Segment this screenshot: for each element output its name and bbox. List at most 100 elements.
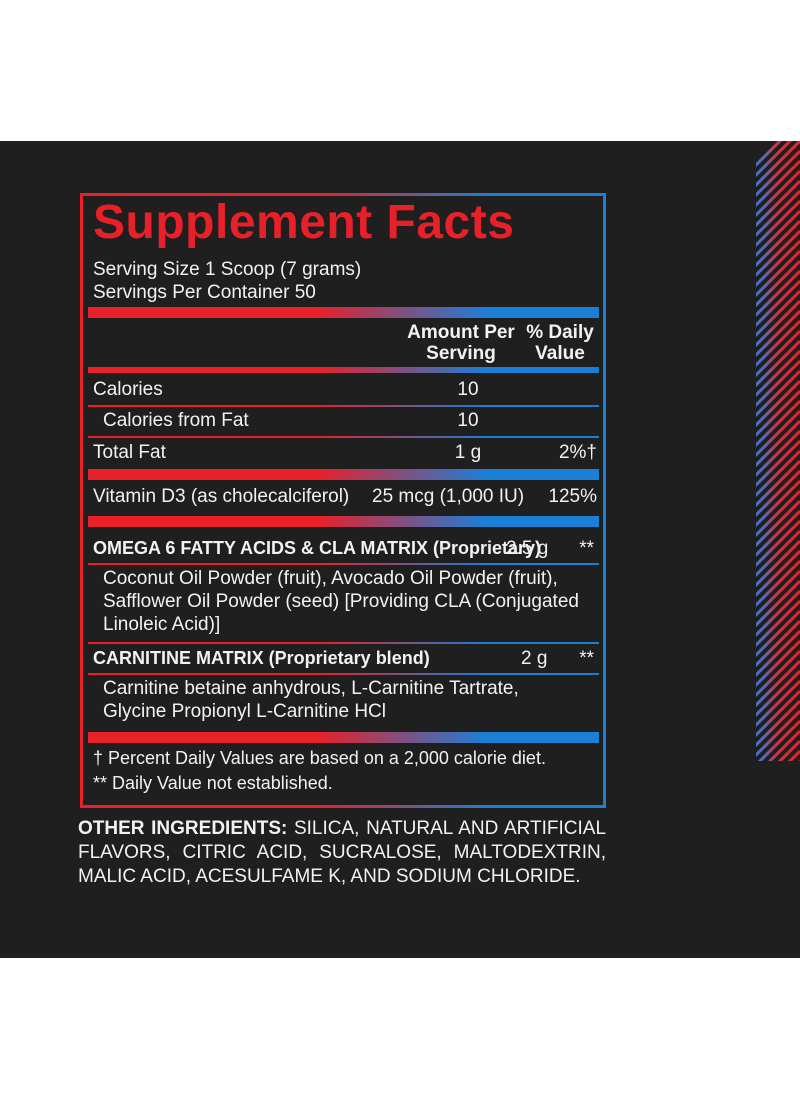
- dv-header-line2: Value: [535, 343, 585, 364]
- decorative-stripes: [740, 141, 800, 891]
- dv-header-line1: % Daily: [526, 322, 594, 343]
- stripe-line: [756, 259, 800, 308]
- vitamin-d3-label: Vitamin D3 (as cholecalciferol): [93, 486, 350, 507]
- stripe-line: [756, 229, 800, 278]
- stripe-line: [756, 141, 783, 168]
- stripe-line: [756, 539, 800, 588]
- stripe-line: [756, 429, 800, 478]
- stripe-line: [756, 141, 800, 188]
- stripe-line: [740, 771, 800, 831]
- calories-from-fat-amount: 10: [457, 410, 479, 431]
- carnitine-matrix-label: CARNITINE MATRIX (Proprietary blend): [93, 648, 430, 668]
- thick-divider: [88, 469, 599, 480]
- stripe-line: [756, 609, 800, 658]
- stripe-line: [756, 499, 800, 548]
- other-ingredients: OTHER INGREDIENTS: SILICA, NATURAL AND A…: [78, 817, 606, 889]
- calories-from-fat-label: Calories from Fat: [103, 410, 249, 431]
- stripe-line: [756, 549, 800, 598]
- stripe-line: [756, 569, 800, 618]
- stripe-line: [797, 759, 800, 761]
- stripe-line: [756, 669, 800, 718]
- stripe-line: [756, 239, 800, 288]
- row-divider: [88, 405, 599, 407]
- stripe-line: [756, 279, 800, 328]
- stripe-line: [756, 189, 800, 238]
- thick-divider: [88, 516, 599, 527]
- stripe-line: [756, 579, 800, 628]
- stripe-line: [756, 559, 800, 608]
- stripe-line: [756, 389, 800, 438]
- daily-value-header: % Daily Value: [520, 322, 600, 364]
- stripe-line: [756, 629, 800, 678]
- stripe-line: [756, 589, 800, 638]
- stripe-line: [740, 831, 800, 891]
- header-divider: [88, 367, 599, 373]
- stripe-line: [756, 159, 800, 208]
- calories-amount: 10: [457, 379, 479, 400]
- stripe-line: [756, 479, 800, 528]
- other-ingredients-text: SILICA, NATURAL AND ARTIFICIAL FLAVORS, …: [78, 818, 607, 887]
- supplement-facts-box: [80, 193, 606, 808]
- omega-ingredients-line1: Coconut Oil Powder (fruit), Avocado Oil …: [103, 568, 558, 589]
- row-divider: [88, 436, 599, 438]
- stripe-line: [756, 309, 800, 358]
- stripe-line: [756, 459, 800, 508]
- other-ingredients-label: OTHER INGREDIENTS:: [78, 818, 288, 839]
- stripe-line: [740, 791, 800, 851]
- row-divider: [88, 642, 599, 644]
- stripe-line: [756, 659, 800, 708]
- calories-label: Calories: [93, 379, 163, 400]
- stripe-line: [756, 439, 800, 488]
- stripe-line: [756, 249, 800, 298]
- omega-ingredients-line2: Safflower Oil Powder (seed) [Providing C…: [103, 591, 579, 612]
- stripe-line: [757, 719, 800, 761]
- vitamin-d3-amount: 25 mcg (1,000 IU): [372, 486, 525, 507]
- omega-ingredients-line3: Linoleic Acid)]: [103, 614, 221, 635]
- stripe-line: [756, 299, 800, 348]
- stripe-line: [767, 729, 800, 761]
- row-divider: [88, 673, 599, 675]
- stripe-line: [756, 489, 800, 538]
- label-panel: Supplement Facts Serving Size 1 Scoop (7…: [0, 141, 800, 958]
- amount-header-line1: Amount Per: [407, 322, 515, 343]
- carnitine-matrix-amount: 2 g: [521, 648, 548, 669]
- stripe-line: [740, 811, 800, 871]
- stripe-line: [756, 141, 793, 178]
- stripe-line: [756, 359, 800, 408]
- carnitine-ingredients-line2: Glycine Propionyl L-Carnitine HCl: [103, 701, 386, 722]
- total-fat-label: Total Fat: [93, 442, 166, 463]
- stripe-line: [756, 619, 800, 668]
- amount-header-line2: Serving: [426, 343, 496, 364]
- servings-per-container: Servings Per Container 50: [93, 282, 316, 303]
- omega-matrix-amount: 2.5 g: [506, 538, 549, 559]
- facts-title: Supplement Facts: [93, 196, 515, 249]
- stripe-line: [756, 689, 800, 738]
- stripe-line: [756, 369, 800, 418]
- carnitine-matrix-dv: **: [579, 648, 594, 669]
- stripe-line: [756, 419, 800, 468]
- stripe-line: [756, 599, 800, 648]
- serving-size: Serving Size 1 Scoop (7 grams): [93, 259, 362, 280]
- stripe-line: [756, 289, 800, 338]
- stripe-line: [756, 529, 800, 578]
- omega-matrix-dv: **: [579, 538, 594, 559]
- carnitine-ingredients-line1: Carnitine betaine anhydrous, L-Carnitine…: [103, 678, 519, 699]
- stripe-line: [756, 469, 800, 518]
- total-fat-amount: 1 g: [454, 442, 482, 463]
- stripe-line: [756, 639, 800, 688]
- stripe-line: [756, 709, 800, 758]
- stripe-line: [756, 349, 800, 398]
- stripe-line: [777, 739, 800, 761]
- stripe-line: [756, 319, 800, 368]
- footnote-not-established: ** Daily Value not established.: [93, 773, 333, 793]
- vitamin-d3-dv: 125%: [548, 486, 597, 507]
- stripe-line: [756, 449, 800, 498]
- stripe-line: [756, 509, 800, 558]
- omega-matrix-label: OMEGA 6 FATTY ACIDS & CLA MATRIX (Propri…: [93, 538, 542, 558]
- stripe-line: [756, 679, 800, 728]
- stripe-line: [756, 199, 800, 248]
- stripe-line: [756, 209, 800, 258]
- stripe-line: [756, 379, 800, 428]
- amount-per-serving-header: Amount Per Serving: [402, 322, 520, 364]
- stripe-line: [756, 219, 800, 268]
